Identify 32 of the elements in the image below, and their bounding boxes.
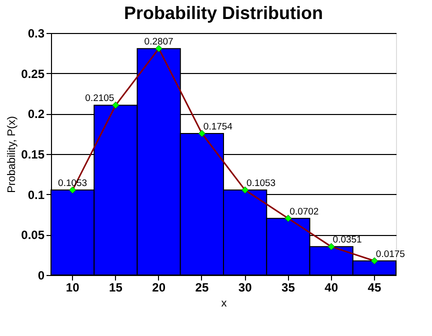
x-tick-label: 25 xyxy=(195,280,209,294)
data-label: 0.0175 xyxy=(376,248,405,260)
data-label: 0.1053 xyxy=(246,178,276,190)
x-tick-label: 40 xyxy=(324,280,338,294)
y-axis-title: Probability, P(x) xyxy=(6,116,18,193)
point xyxy=(241,186,249,194)
y-tick-label: 0.05 xyxy=(21,228,45,242)
point xyxy=(284,214,292,222)
y-tick-label: 0.3 xyxy=(28,26,45,40)
point xyxy=(198,130,206,138)
y-tick-label: 0.1 xyxy=(28,188,45,202)
point xyxy=(155,44,162,52)
x-tick-label: 35 xyxy=(282,280,296,294)
chart-title: Probability Distribution xyxy=(124,3,324,23)
data-label: 0.0702 xyxy=(290,206,319,218)
data-label: 0.1754 xyxy=(203,122,232,133)
y-tick-label: 0.2 xyxy=(28,107,45,122)
y-tick-label: 0.15 xyxy=(21,148,45,162)
y-tick-label: 0.25 xyxy=(21,66,45,81)
y-tick-label: 0 xyxy=(38,268,45,282)
x-tick-label: 45 xyxy=(368,280,382,294)
x-axis-title: x xyxy=(221,298,228,310)
point xyxy=(112,102,120,109)
data-label: 0.2105 xyxy=(85,93,114,104)
x-tick-label: 20 xyxy=(152,280,166,294)
point xyxy=(328,243,335,250)
point xyxy=(370,257,378,264)
data-label: 0.0351 xyxy=(332,234,362,246)
x-tick-label: 10 xyxy=(66,280,80,294)
x-tick-label: 15 xyxy=(109,280,123,294)
x-tick-label: 30 xyxy=(238,280,252,294)
data-label: 0.2807 xyxy=(144,36,174,48)
